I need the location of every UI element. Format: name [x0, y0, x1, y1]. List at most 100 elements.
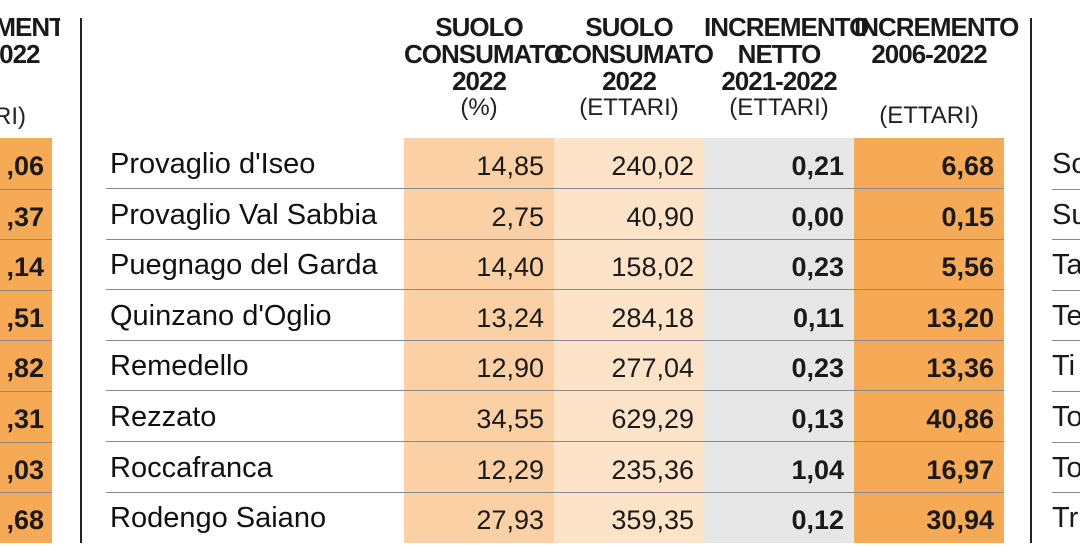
cell-inc: 13,20 — [926, 302, 994, 333]
row-divider — [106, 339, 1004, 341]
right-row-divider — [1052, 492, 1080, 494]
cell-net: 0,12 — [791, 505, 844, 536]
left-partial-header: EMENTO -2022 ARI) — [0, 14, 60, 130]
header-incremento-2006-2022: INCREMENTO 2006-2022 (ETTARI) — [854, 12, 1019, 129]
cell-ha: 158,02 — [611, 252, 694, 283]
cell-inc: 13,36 — [926, 353, 994, 384]
row-divider — [106, 238, 1004, 240]
right-partial-name: Ta — [1052, 249, 1080, 282]
left-partial-value: ,14 — [6, 252, 44, 283]
cell-pct: 34,55 — [476, 404, 544, 434]
left-partial-value: ,68 — [6, 505, 44, 536]
left-row-divider — [0, 239, 52, 241]
left-partial-value: ,06 — [6, 151, 44, 181]
cell-net: 0,23 — [791, 353, 844, 384]
header-col2-line2: CONSUMATO — [554, 39, 714, 69]
cell-ha: 284,18 — [611, 302, 694, 333]
cell-ha: 235,36 — [611, 454, 694, 485]
municipality-name: Roccafranca — [110, 451, 273, 484]
table-row: Puegnago del Garda 14,40 158,02 0,23 5,56 — [106, 240, 1004, 291]
row-divider — [106, 441, 1004, 442]
row-divider — [106, 491, 1004, 493]
right-partial-name: So — [1052, 148, 1080, 180]
header-col3-line3: 2021-2022 — [721, 66, 837, 96]
left-divider — [80, 18, 82, 543]
right-partial-name: To — [1052, 401, 1080, 433]
right-partial-name: To — [1052, 451, 1080, 484]
cell-pct: 12,29 — [476, 454, 544, 485]
table-row: Remedello 12,90 277,04 0,23 13,36 — [106, 341, 1004, 392]
municipality-name: Provaglio d'Iseo — [110, 148, 316, 180]
cell-net: 0,13 — [791, 404, 844, 434]
header-suolo-consumato-ettari: SUOLO CONSUMATO 2022 (ETTARI) — [554, 12, 714, 121]
left-row-divider — [0, 340, 52, 342]
municipality-name: Quinzano d'Oglio — [110, 299, 332, 332]
cell-net: 1,04 — [791, 454, 844, 485]
right-row-divider — [1052, 391, 1080, 392]
header-col3-line2: NETTO — [737, 39, 822, 69]
cell-ha: 629,29 — [611, 404, 694, 434]
left-partial-value: ,03 — [6, 454, 44, 485]
header-incremento-netto: INCREMENTO NETTO 2021-2022 (ETTARI) — [704, 12, 869, 121]
right-divider — [1030, 18, 1032, 543]
header-suolo-consumato-pct: SUOLO CONSUMATO 2022 (%) — [404, 12, 564, 121]
row-divider — [106, 188, 1004, 189]
right-partial-name: Tr — [1052, 502, 1079, 535]
left-row-divider — [0, 188, 52, 190]
left-partial-value: ,37 — [6, 201, 44, 232]
header-col4-unit: (ETTARI) — [879, 102, 979, 129]
right-row-divider — [1052, 239, 1080, 241]
header-col4-line1: INCREMENTO — [854, 12, 1019, 42]
cell-inc: 16,97 — [926, 454, 994, 485]
cell-net: 0,21 — [791, 151, 844, 181]
municipality-name: Puegnago del Garda — [110, 249, 378, 282]
header-col2-line3: 2022 — [602, 66, 657, 96]
header-col2-line1: SUOLO — [585, 12, 673, 42]
right-partial-name: Su — [1052, 198, 1080, 231]
header-col2-unit: (ETTARI) — [579, 94, 679, 121]
left-partial-header-unit: ARI) — [0, 103, 26, 130]
cell-inc: 40,86 — [926, 404, 994, 434]
cell-pct: 2,75 — [491, 201, 544, 232]
cell-inc: 6,68 — [941, 151, 994, 181]
table-row: Provaglio d'Iseo 14,85 240,02 0,21 6,68 — [106, 139, 1004, 189]
left-partial-header-line1: EMENTO — [0, 14, 60, 42]
header-col1-line3: 2022 — [452, 66, 507, 96]
left-row-divider — [0, 492, 52, 494]
left-row-divider — [0, 391, 52, 392]
cell-pct: 13,24 — [476, 302, 544, 333]
cell-inc: 30,94 — [926, 505, 994, 536]
header-col3-line1: INCREMENTO — [704, 12, 869, 42]
table-row: Quinzano d'Oglio 13,24 284,18 0,11 13,20 — [106, 291, 1004, 341]
left-row-divider — [0, 289, 52, 291]
cell-ha: 277,04 — [611, 353, 694, 384]
cell-net: 0,23 — [791, 252, 844, 283]
cell-ha: 359,35 — [611, 505, 694, 536]
cell-net: 0,11 — [792, 302, 844, 333]
cell-inc: 5,56 — [941, 252, 994, 283]
row-divider — [106, 289, 1004, 291]
table-row: Roccafranca 12,29 235,36 1,04 16,97 — [106, 443, 1004, 493]
left-partial-header-line2: -2022 — [0, 39, 41, 69]
cell-net: 0,00 — [791, 201, 844, 232]
right-row-divider — [1052, 289, 1080, 291]
cell-pct: 14,40 — [476, 252, 544, 283]
right-row-divider — [1052, 340, 1080, 342]
cell-pct: 27,93 — [476, 505, 544, 536]
left-partial-value: ,51 — [6, 302, 44, 333]
cell-pct: 12,90 — [476, 353, 544, 384]
municipality-name: Rodengo Saiano — [110, 502, 327, 535]
header-col1-unit: (%) — [460, 94, 498, 121]
left-partial-value: ,82 — [6, 353, 44, 384]
left-row-divider — [0, 441, 52, 443]
municipality-name: Provaglio Val Sabbia — [110, 198, 378, 231]
header-col1-line1: SUOLO — [435, 12, 523, 42]
cell-ha: 40,90 — [626, 201, 694, 232]
header-col1-line2: CONSUMATO — [404, 39, 564, 69]
row-divider — [106, 390, 1004, 392]
right-partial-name: Ti — [1052, 350, 1076, 383]
right-row-divider — [1052, 188, 1080, 190]
table-row: Rezzato 34,55 629,29 0,13 40,86 — [106, 392, 1004, 442]
right-partial-name: Te — [1052, 299, 1080, 332]
municipality-name: Remedello — [110, 350, 249, 383]
